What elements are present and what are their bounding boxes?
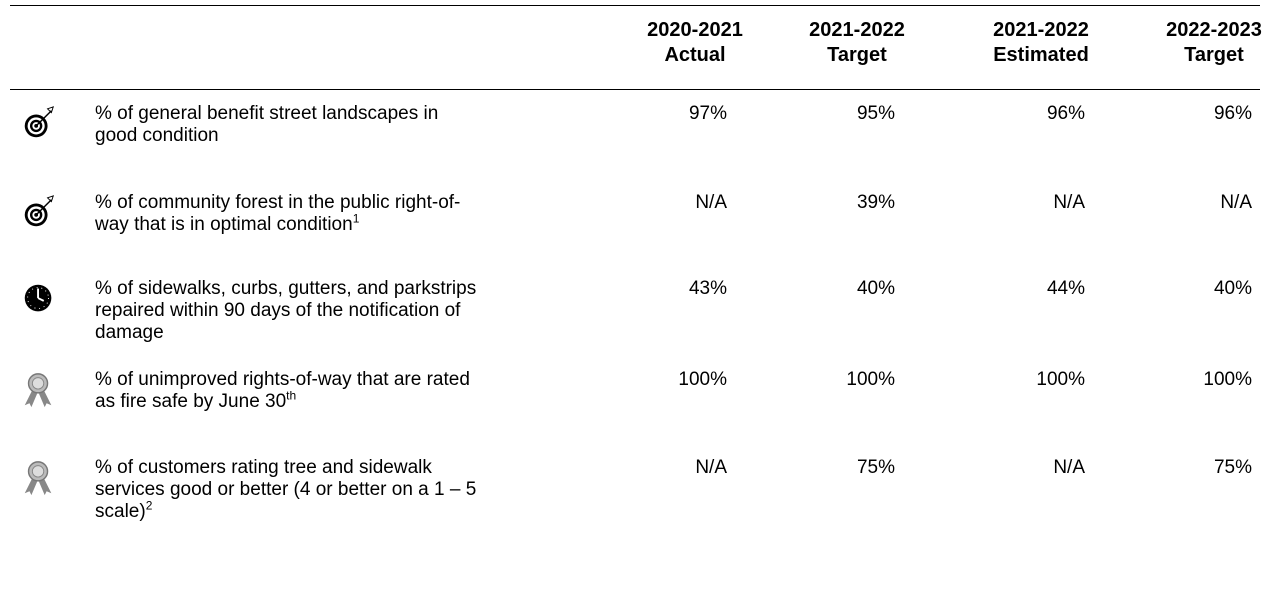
description-line: % of customers rating tree and sidewalk xyxy=(95,457,432,478)
description-line: repaired within 90 days of the notificat… xyxy=(95,300,461,321)
description-line: damage xyxy=(95,322,164,343)
target-icon xyxy=(24,106,55,138)
value-cell: 96% xyxy=(1046,103,1085,124)
column-header: 2020-2021 Actual xyxy=(610,18,780,68)
value-cell: 39% xyxy=(856,192,895,213)
row-description: % of customers rating tree and sidewalk s… xyxy=(95,457,615,523)
header-line: 2021-2022 xyxy=(809,19,905,41)
value-cell: N/A xyxy=(1220,192,1252,213)
description-line: as fire safe by June 30th xyxy=(95,388,297,412)
value-cell: 100% xyxy=(1036,369,1085,390)
value-cell: 95% xyxy=(856,103,895,124)
clock-icon xyxy=(24,284,52,312)
header-rule xyxy=(10,89,1260,90)
value-cell: N/A xyxy=(695,192,727,213)
description-line: % of community forest in the public righ… xyxy=(95,192,461,213)
description-line: good condition xyxy=(95,125,219,146)
ribbon-icon xyxy=(24,373,52,408)
value-cell: N/A xyxy=(695,457,727,478)
row-description: % of unimproved rights-of-way that are r… xyxy=(95,369,615,413)
footnote-mark: 2 xyxy=(145,498,153,513)
value-cell: 40% xyxy=(856,278,895,299)
value-cell: 96% xyxy=(1213,103,1252,124)
header-line: 2020-2021 xyxy=(647,19,743,41)
header-line: Estimated xyxy=(993,44,1089,66)
value-cell: 100% xyxy=(1203,369,1252,390)
top-rule xyxy=(10,5,1260,6)
value-cell: N/A xyxy=(1053,192,1085,213)
description-line: way that is in optimal condition1 xyxy=(95,211,360,235)
header-line: 2022-2023 xyxy=(1166,19,1262,41)
description-line: services good or better (4 or better on … xyxy=(95,479,477,500)
value-cell: 40% xyxy=(1213,278,1252,299)
value-cell: 100% xyxy=(678,369,727,390)
description-line: % of general benefit street landscapes i… xyxy=(95,103,439,124)
header-line: Target xyxy=(827,44,887,66)
ribbon-icon xyxy=(24,461,52,496)
value-cell: 100% xyxy=(846,369,895,390)
column-header: 2021-2022 Target xyxy=(772,18,942,68)
target-icon xyxy=(24,195,55,227)
header-line: Target xyxy=(1184,44,1244,66)
header-line: Actual xyxy=(664,44,726,66)
footnote-mark: th xyxy=(286,388,297,403)
description-line: % of unimproved rights-of-way that are r… xyxy=(95,369,470,390)
header-line: 2021-2022 xyxy=(993,19,1089,41)
column-header: 2022-2023 Target xyxy=(1129,18,1266,68)
value-cell: 75% xyxy=(856,457,895,478)
value-cell: 43% xyxy=(688,278,727,299)
row-description: % of general benefit street landscapes i… xyxy=(95,103,615,147)
value-cell: N/A xyxy=(1053,457,1085,478)
value-cell: 44% xyxy=(1046,278,1085,299)
description-line: % of sidewalks, curbs, gutters, and park… xyxy=(95,278,477,299)
row-description: % of sidewalks, curbs, gutters, and park… xyxy=(95,278,615,344)
footnote-mark: 1 xyxy=(352,211,360,226)
row-description: % of community forest in the public righ… xyxy=(95,192,615,236)
value-cell: 97% xyxy=(688,103,727,124)
value-cell: 75% xyxy=(1213,457,1252,478)
column-header: 2021-2022 Estimated xyxy=(956,18,1126,68)
description-line: scale)2 xyxy=(95,498,153,522)
